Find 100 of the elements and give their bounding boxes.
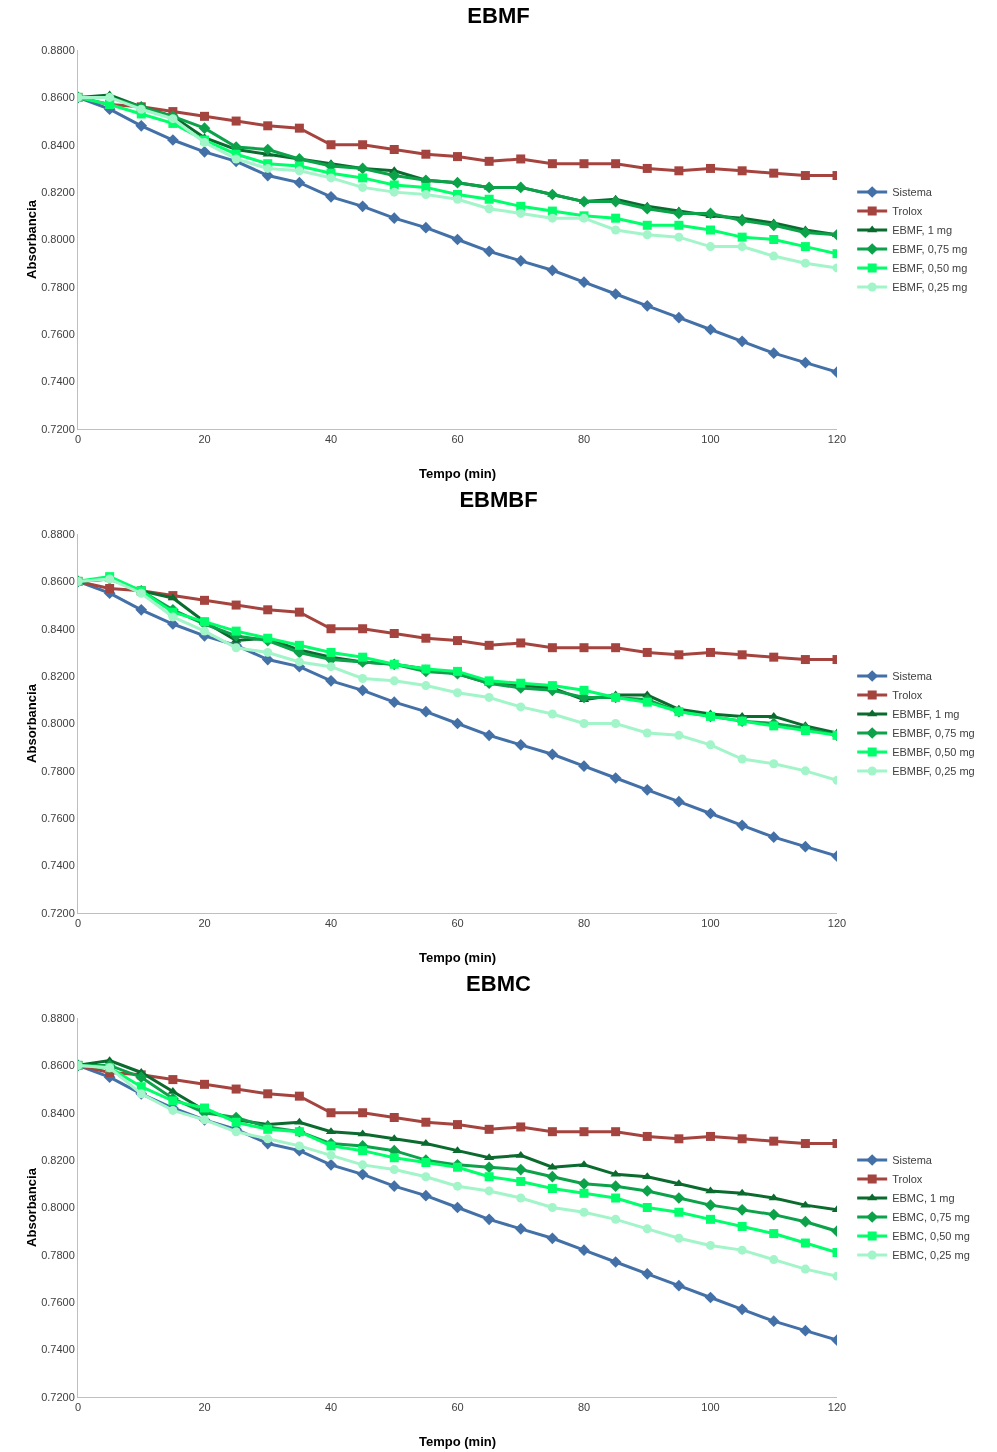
x-tick-label: 40 (324, 433, 338, 446)
point (769, 235, 779, 244)
point (610, 1169, 621, 1177)
point (609, 288, 622, 300)
x-tick-label: 60 (451, 917, 464, 930)
point (326, 662, 336, 672)
point (642, 728, 652, 738)
point (198, 122, 211, 135)
legend-label: EBMC, 0,50 mg (892, 1230, 970, 1243)
y-tick-label: 0.8000 (41, 1201, 75, 1214)
x-axis-title: Tempo (min) (418, 466, 497, 481)
point (388, 1180, 401, 1193)
point (358, 182, 368, 192)
point (769, 1229, 779, 1239)
point (674, 650, 684, 660)
point (356, 1168, 369, 1181)
point (231, 643, 241, 653)
legend-label: Sistema (892, 1154, 933, 1167)
y-tick-label: 0.8200 (41, 185, 75, 198)
point (704, 807, 717, 820)
point (768, 1193, 779, 1201)
point (674, 730, 684, 740)
point (263, 163, 273, 173)
point (737, 650, 747, 660)
legend-label: EBMBF, 1 mg (892, 708, 960, 721)
point (547, 1127, 557, 1137)
y-tick-label: 0.7200 (41, 906, 75, 919)
point (579, 1188, 589, 1198)
point (611, 719, 621, 728)
point (453, 152, 462, 162)
x-tick-label: 20 (198, 433, 211, 446)
point (516, 1176, 526, 1186)
point (483, 181, 495, 194)
point (641, 1185, 654, 1197)
x-tick-label: 40 (324, 1401, 338, 1414)
point (135, 603, 148, 616)
point (767, 831, 780, 844)
y-tick-label: 0.7800 (41, 1248, 75, 1261)
y-tick-label: 0.7400 (41, 375, 75, 388)
chart-title: EBMBF (459, 486, 538, 512)
point (484, 156, 494, 166)
point (326, 647, 336, 657)
point (200, 111, 209, 121)
point (389, 144, 399, 154)
point (674, 1134, 684, 1144)
point (579, 643, 589, 653)
point (547, 213, 557, 223)
y-tick-label: 0.8600 (41, 575, 75, 588)
point (294, 657, 304, 667)
point (547, 1203, 557, 1212)
point (800, 1264, 810, 1274)
point (767, 1208, 780, 1221)
point (611, 213, 621, 223)
x-tick-label: 120 (827, 1401, 847, 1414)
point (769, 721, 779, 731)
y-tick-label: 0.7600 (41, 812, 75, 825)
y-tick-label: 0.7600 (41, 328, 75, 341)
y-tick-label: 0.8400 (41, 1106, 75, 1119)
point (547, 643, 557, 653)
point (358, 624, 368, 634)
point (547, 1184, 557, 1194)
point (453, 688, 462, 698)
point (326, 1141, 336, 1151)
point (198, 146, 211, 158)
point (453, 1120, 462, 1130)
point (704, 1291, 717, 1304)
chart-title: EBMC (466, 970, 531, 996)
point (516, 638, 526, 648)
point (421, 149, 431, 159)
y-tick-label: 0.7400 (41, 1343, 75, 1356)
point (358, 652, 368, 662)
point (769, 652, 779, 662)
point (704, 323, 717, 336)
point (263, 1134, 273, 1144)
legend-label: EBMBF, 0,75 mg (892, 727, 975, 740)
point (578, 1177, 590, 1190)
point (547, 709, 557, 719)
point (673, 311, 685, 324)
point (168, 612, 178, 622)
point (706, 1240, 715, 1250)
point (736, 1204, 748, 1216)
point (389, 1134, 400, 1142)
point (706, 1214, 715, 1224)
point (294, 1091, 304, 1101)
point (484, 692, 494, 702)
point (769, 1255, 779, 1265)
point (420, 1189, 432, 1202)
x-tick-label: 0 (74, 433, 82, 446)
point (579, 1207, 589, 1217)
point (800, 258, 810, 268)
point (263, 647, 273, 657)
point (609, 1180, 622, 1193)
point (358, 1146, 368, 1156)
point (421, 1172, 431, 1182)
point (800, 766, 810, 776)
y-tick-label: 0.7200 (41, 422, 75, 435)
x-tick-label: 80 (577, 1401, 591, 1414)
point (135, 1071, 148, 1084)
legend-label: EBMC, 0,25 mg (892, 1249, 970, 1262)
point (326, 140, 336, 150)
